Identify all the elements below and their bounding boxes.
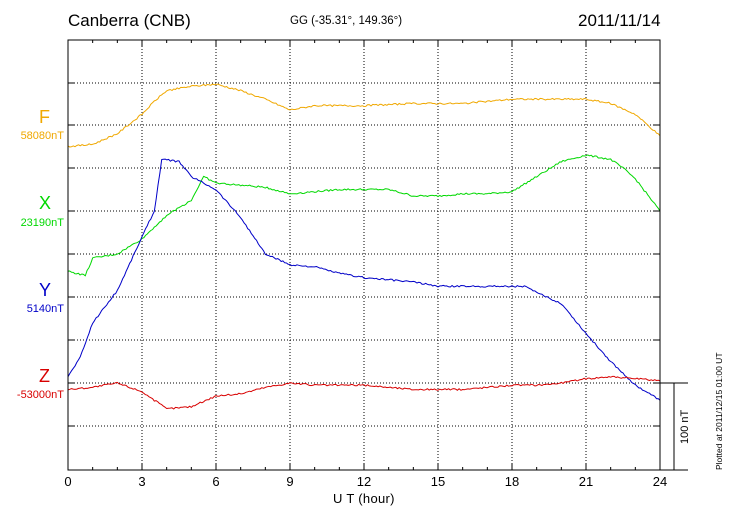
series-line-f (67, 83, 661, 148)
series-layer (67, 83, 661, 410)
series-line-y (67, 158, 661, 401)
x-tick-label: 12 (356, 474, 372, 489)
plotted-timestamp: Plotted at 2011/12/15 01:00 UT (714, 352, 724, 470)
scale-bar-label: 100 nT (679, 409, 691, 444)
series-letter-y: Y (39, 280, 52, 300)
plot-frame (67, 39, 661, 471)
axis-ticks (67, 40, 661, 470)
station-coordinates: GG (-35.31°, 149.36°) (290, 15, 403, 27)
x-tick-label: 18 (504, 474, 520, 489)
series-letter-f: F (39, 107, 50, 127)
series-letter-x: X (39, 193, 52, 213)
x-tick-label: 3 (138, 474, 146, 489)
scale-bar (660, 382, 688, 471)
series-line-z (67, 375, 661, 410)
x-tick-label: 0 (64, 474, 72, 489)
series-baseline-x: 23190nT (20, 217, 64, 229)
station-title: Canberra (CNB) (68, 11, 191, 30)
x-tick-label: 24 (652, 474, 668, 489)
x-tick-label: 15 (430, 474, 446, 489)
series-baseline-f: 58080nT (20, 130, 64, 142)
series-line-x (67, 154, 661, 277)
x-axis-label: U T (hour) (333, 491, 395, 506)
series-letter-z: Z (39, 366, 50, 386)
series-baseline-z: -53000nT (16, 389, 64, 401)
x-tick-label: 6 (212, 474, 220, 489)
series-baseline-y: 5140nT (26, 303, 64, 315)
grid-lines (68, 40, 660, 470)
x-tick-label: 21 (578, 474, 594, 489)
chart-date: 2011/11/14 (578, 11, 661, 30)
x-tick-label: 9 (286, 474, 294, 489)
